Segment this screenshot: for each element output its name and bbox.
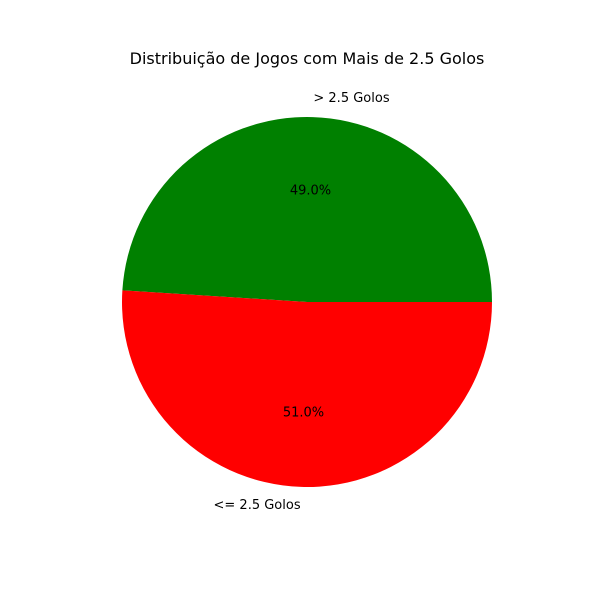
pie-labels: > 2.5 Golos 49.0% <= 2.5 Golos 51.0% [214, 91, 390, 513]
chart-title: Distribuição de Jogos com Mais de 2.5 Go… [130, 49, 485, 68]
pie-slice [122, 116, 493, 303]
slice-label: > 2.5 Golos [313, 91, 389, 106]
pie-slice [122, 290, 492, 487]
slice-percentage-label: 49.0% [290, 184, 331, 199]
pie-slices [122, 116, 493, 487]
slice-percentage-label: 51.0% [283, 405, 324, 420]
slice-label: <= 2.5 Golos [214, 498, 301, 513]
